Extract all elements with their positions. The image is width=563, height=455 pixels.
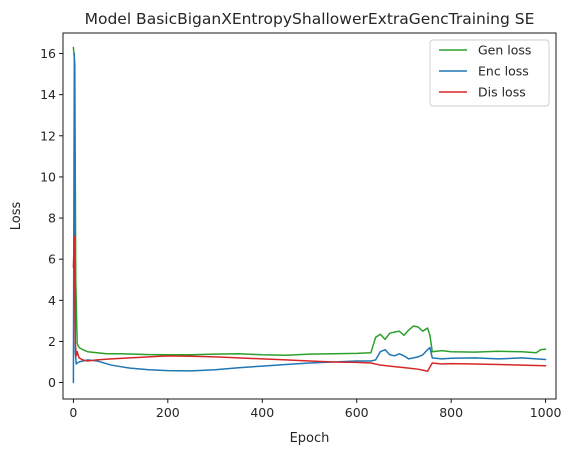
plot-frame bbox=[62, 32, 557, 400]
legend: Gen loss Enc loss Dis loss bbox=[429, 39, 550, 107]
x-tick-label: 800 bbox=[439, 405, 463, 420]
series-line-gen-loss bbox=[72, 46, 547, 356]
y-tick-label: 12 bbox=[40, 128, 56, 143]
x-tick-label: 200 bbox=[156, 405, 180, 420]
axes-layer: 0 200 400 600 800 1000 0 2 4 6 8 10 12 14 16 bbox=[40, 46, 561, 420]
y-tick-label: 0 bbox=[48, 375, 56, 390]
y-axis-title: Loss bbox=[9, 202, 24, 231]
x-tick-label: 1000 bbox=[530, 405, 562, 420]
series-line-dis-loss bbox=[72, 235, 547, 372]
y-tick-label: 4 bbox=[48, 293, 56, 308]
x-tick-label: 400 bbox=[250, 405, 274, 420]
y-tick-label: 2 bbox=[48, 334, 56, 349]
x-axis-title: Epoch bbox=[290, 431, 330, 446]
legend-label-dis-loss: Dis loss bbox=[478, 85, 526, 100]
y-tick-label: 8 bbox=[48, 211, 56, 226]
y-tick-label: 6 bbox=[48, 252, 56, 267]
legend-box bbox=[429, 39, 550, 107]
y-tick-label: 14 bbox=[40, 87, 56, 102]
series-line-enc-loss bbox=[72, 52, 547, 384]
legend-label-enc-loss: Enc loss bbox=[478, 64, 529, 79]
y-tick-label: 10 bbox=[40, 169, 56, 184]
chart-title: Model BasicBiganXEntropyShallowerExtraGe… bbox=[85, 10, 535, 28]
x-tick-label: 0 bbox=[69, 405, 77, 420]
series-layer bbox=[72, 46, 547, 384]
x-tick-label: 600 bbox=[345, 405, 369, 420]
legend-label-gen-loss: Gen loss bbox=[478, 43, 531, 58]
y-tick-label: 16 bbox=[40, 46, 56, 61]
